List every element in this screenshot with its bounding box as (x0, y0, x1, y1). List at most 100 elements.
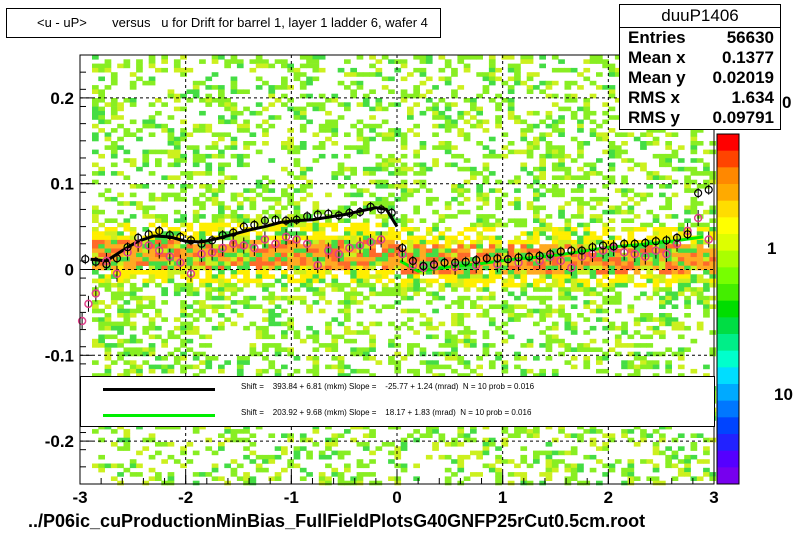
heatmap-cell (268, 89, 276, 94)
heatmap-cell (236, 235, 244, 241)
heatmap-cell (243, 480, 250, 486)
heatmap-cell (482, 257, 490, 262)
heatmap-cell (589, 171, 597, 176)
heatmap-cell (488, 360, 496, 365)
heatmap-cell (444, 270, 452, 275)
heatmap-cell (299, 270, 307, 275)
heatmap-cell (192, 265, 200, 271)
heatmap-cell (369, 304, 376, 309)
heatmap-cell (381, 231, 389, 236)
heatmap-cell (633, 257, 641, 262)
heatmap-cell (627, 364, 635, 370)
heatmap-cell (684, 295, 691, 301)
heatmap-cell (545, 347, 553, 352)
heatmap-cell (281, 227, 288, 232)
heatmap-cell (583, 257, 591, 262)
heatmap-cell (501, 132, 509, 137)
profile-point-black (419, 261, 428, 271)
heatmap-cell (350, 351, 357, 357)
heatmap-cell (438, 437, 446, 443)
heatmap-cell (186, 330, 194, 335)
heatmap-cell (262, 80, 269, 86)
heatmap-cell (299, 257, 307, 262)
heatmap-cell (211, 222, 219, 228)
heatmap-cell (400, 437, 408, 443)
heatmap-cell (344, 480, 351, 486)
heatmap-cell (646, 360, 654, 365)
heatmap-cell (463, 158, 471, 163)
heatmap-cell (262, 175, 269, 180)
heatmap-cell (224, 287, 231, 292)
heatmap-cell (488, 437, 496, 443)
stats-row-mean-y: Mean y 0.02019 (628, 68, 774, 87)
heatmap-cell (306, 93, 313, 99)
heatmap-cell (551, 274, 559, 279)
heatmap-cell (350, 227, 357, 232)
heatmap-cell (205, 437, 213, 443)
heatmap-cell (205, 102, 213, 107)
heatmap-cell (703, 437, 710, 443)
heatmap-cell (299, 235, 307, 241)
heatmap-cell (318, 252, 326, 258)
heatmap-cell (318, 222, 326, 228)
heatmap-cell (350, 480, 357, 486)
heatmap-cell (621, 175, 628, 180)
heatmap-cell (463, 67, 471, 73)
heatmap-cell (167, 93, 175, 99)
heatmap-cell (186, 291, 194, 297)
heatmap-cell (495, 270, 502, 275)
heatmap-cell (369, 450, 376, 456)
heatmap-cell (539, 153, 546, 159)
heatmap-cell (457, 192, 465, 198)
heatmap-cell (117, 145, 124, 150)
heatmap-cell (268, 123, 276, 129)
heatmap-cell (539, 287, 546, 292)
heatmap-cell (570, 158, 578, 163)
heatmap-cell (495, 472, 502, 477)
heatmap-cell (564, 291, 572, 297)
heatmap-cell (457, 274, 465, 279)
heatmap-cell (488, 227, 496, 232)
heatmap-cell (167, 270, 175, 275)
heatmap-cell (186, 364, 194, 370)
heatmap-cell (488, 278, 496, 284)
heatmap-cell (211, 192, 219, 198)
heatmap-cell (230, 141, 238, 146)
heatmap-cell (400, 218, 408, 223)
heatmap-cell (224, 278, 231, 284)
heatmap-cell (192, 291, 200, 297)
heatmap-cell (608, 295, 616, 301)
heatmap-cell (413, 278, 420, 284)
heatmap-cell (136, 450, 143, 456)
heatmap-cell (659, 300, 666, 305)
heatmap-cell (577, 175, 584, 180)
heatmap-cell (703, 313, 710, 318)
profile-point-black (366, 202, 375, 211)
heatmap-cell (570, 239, 578, 245)
heatmap-cell (375, 321, 383, 327)
heatmap-cell (293, 278, 301, 284)
heatmap-cell (551, 128, 559, 133)
heatmap-cell (356, 274, 364, 279)
profile-point-pink (281, 232, 291, 242)
heatmap-cell (659, 433, 666, 438)
heatmap-cell (350, 93, 357, 99)
heatmap-cell (344, 231, 351, 236)
heatmap-cell (287, 106, 294, 112)
heatmap-cell (495, 222, 502, 228)
heatmap-cell (470, 270, 477, 275)
heatmap-cell (457, 317, 465, 322)
heatmap-cell (117, 171, 124, 176)
heatmap-cell (161, 239, 168, 245)
heatmap-cell (539, 162, 546, 168)
heatmap-cell (514, 67, 521, 73)
heatmap-cell (533, 239, 540, 245)
heatmap-cell (381, 442, 389, 447)
heatmap-cell (533, 145, 540, 150)
heatmap-cell (167, 153, 175, 159)
heatmap-cell (129, 132, 137, 137)
heatmap-cell (293, 368, 301, 374)
heatmap-cell (425, 231, 433, 236)
heatmap-cell (243, 188, 250, 193)
heatmap-cell (488, 270, 496, 275)
